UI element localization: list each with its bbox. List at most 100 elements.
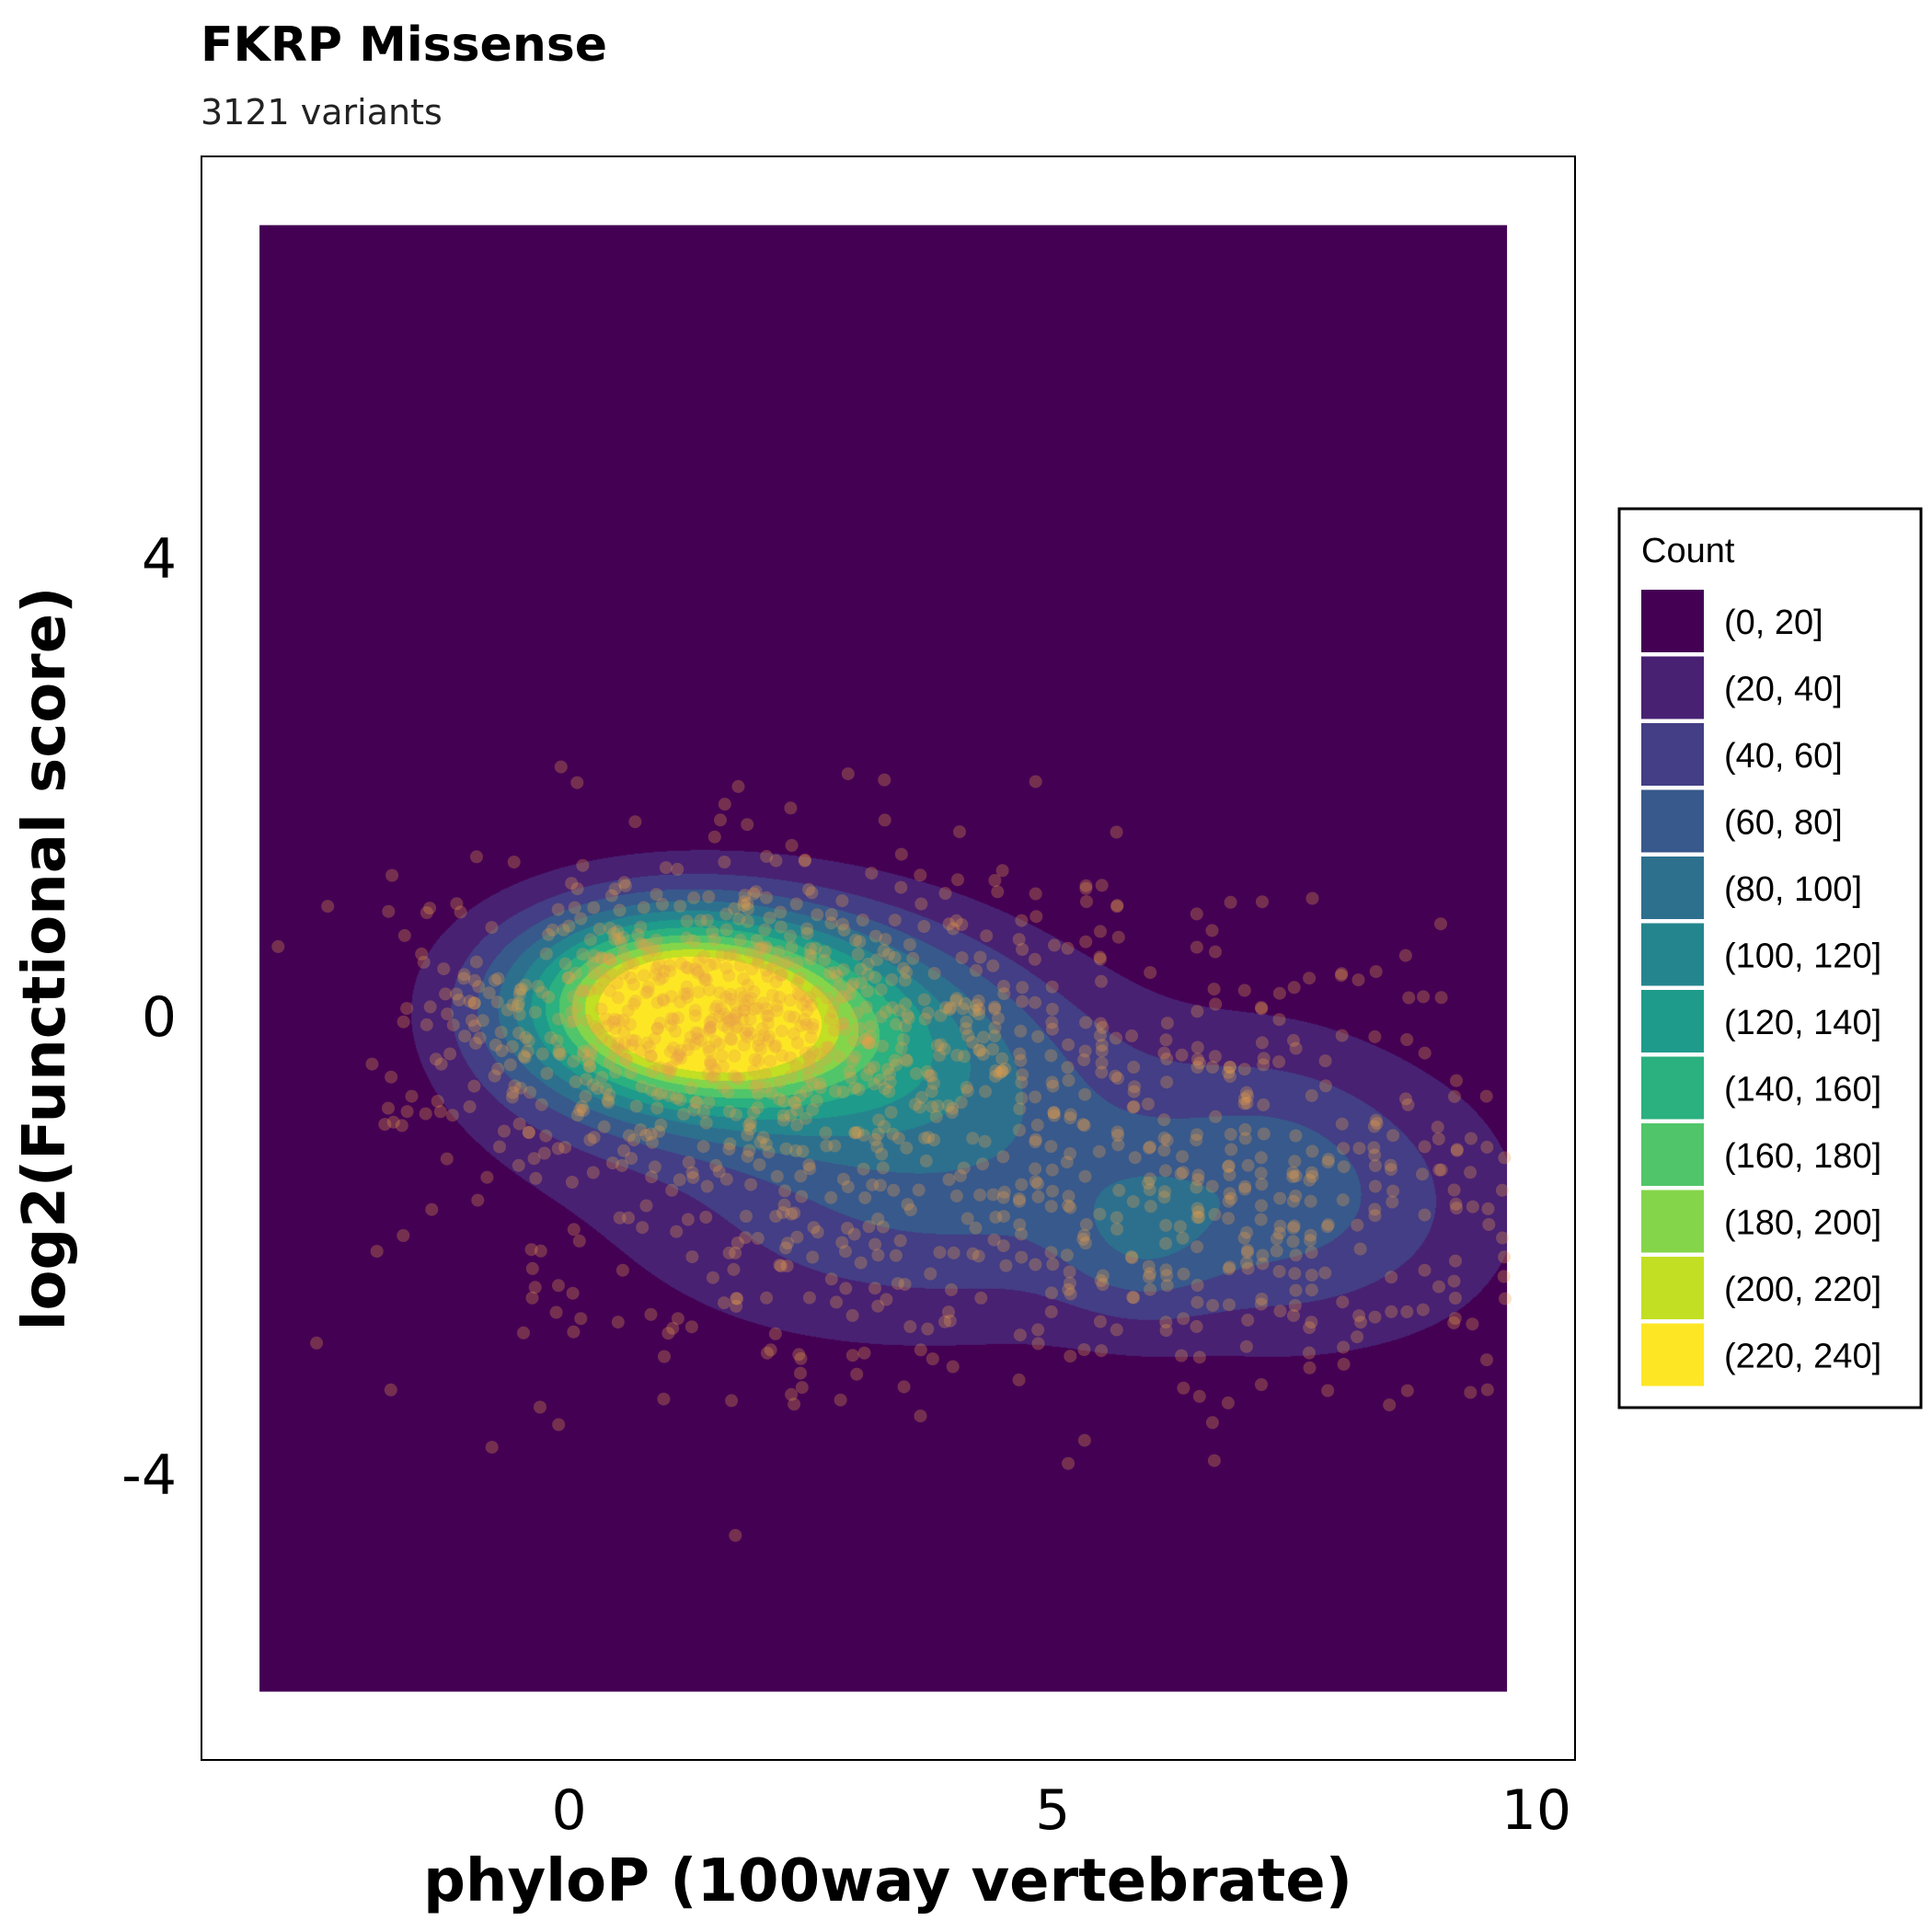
scatter-point — [973, 950, 987, 964]
scatter-point — [503, 1058, 517, 1072]
scatter-point — [653, 1017, 667, 1029]
scatter-point — [728, 1012, 742, 1026]
scatter-point — [723, 949, 737, 962]
scatter-point — [960, 1081, 973, 1094]
scatter-point — [1418, 1263, 1432, 1277]
scatter-point — [1402, 991, 1416, 1005]
scatter-point — [847, 1227, 861, 1241]
scatter-point — [684, 1030, 697, 1044]
scatter-point — [876, 1040, 890, 1052]
scatter-point — [768, 954, 781, 968]
scatter-point — [1273, 1305, 1287, 1318]
scatter-point — [845, 1308, 859, 1322]
scatter-point — [794, 1366, 807, 1380]
scatter-point — [644, 1049, 658, 1063]
scatter-point — [730, 1292, 743, 1305]
scatter-point — [1079, 1236, 1092, 1250]
scatter-point — [783, 994, 797, 1007]
scatter-point — [770, 999, 784, 1013]
scatter-point — [1031, 1190, 1045, 1203]
scatter-point — [1190, 1052, 1204, 1066]
scatter-point — [874, 1010, 888, 1024]
scatter-point — [980, 929, 994, 943]
scatter-point — [997, 1210, 1010, 1224]
scatter-point — [628, 1034, 642, 1048]
scatter-point — [768, 1327, 782, 1340]
scatter-point — [664, 1018, 678, 1032]
scatter-point — [790, 1230, 804, 1244]
scatter-point — [664, 1061, 678, 1074]
scatter-point — [955, 918, 969, 931]
scatter-point — [776, 1206, 789, 1220]
scatter-point — [1126, 1100, 1140, 1114]
scatter-point — [1159, 1033, 1173, 1047]
scatter-point — [637, 938, 650, 952]
scatter-point — [1222, 1212, 1236, 1225]
scatter-point — [1094, 925, 1107, 938]
scatter-point — [697, 970, 711, 983]
scatter-point — [1257, 1058, 1271, 1072]
scatter-point — [594, 951, 608, 965]
scatter-point — [739, 1026, 753, 1040]
scatter-point — [1450, 1202, 1464, 1215]
scatter-point — [535, 1098, 548, 1111]
scatter-point — [1160, 1269, 1174, 1282]
scatter-point — [1110, 900, 1124, 914]
scatter-point — [583, 1060, 597, 1074]
scatter-point — [882, 1085, 896, 1098]
scatter-point — [1093, 950, 1107, 964]
scatter-point — [577, 1103, 591, 1117]
scatter-point — [673, 1043, 687, 1057]
scatter-point — [779, 1142, 793, 1156]
scatter-point — [920, 1064, 934, 1078]
scatter-point — [1110, 1223, 1124, 1236]
scatter-point — [567, 1325, 581, 1339]
scatter-point — [1225, 1143, 1238, 1156]
scatter-point — [1336, 1193, 1350, 1207]
scatter-point — [976, 1157, 989, 1171]
scatter-point — [756, 996, 770, 1010]
scatter-point — [954, 1169, 967, 1182]
scatter-point — [577, 984, 591, 998]
scatter-point — [644, 1127, 658, 1141]
scatter-point — [868, 1077, 881, 1091]
scatter-point — [811, 1061, 824, 1075]
scatter-point — [1352, 1142, 1366, 1156]
scatter-point — [692, 954, 706, 968]
scatter-point — [645, 1084, 658, 1098]
scatter-point — [1128, 1151, 1142, 1165]
scatter-point — [321, 900, 335, 914]
scatter-point — [1175, 1349, 1189, 1363]
scatter-point — [1370, 1117, 1384, 1130]
scatter-point — [769, 1039, 783, 1052]
scatter-point — [758, 1067, 772, 1081]
scatter-point — [783, 1009, 797, 1023]
scatter-points — [271, 760, 1512, 1542]
scatter-point — [1191, 1205, 1205, 1219]
scatter-point — [706, 925, 719, 938]
scatter-point — [752, 1033, 765, 1047]
scatter-point — [1045, 1286, 1058, 1300]
scatter-point — [652, 958, 666, 972]
scatter-point — [909, 1066, 923, 1080]
scatter-point — [622, 957, 635, 971]
scatter-point — [966, 1035, 979, 1049]
scatter-point — [603, 1088, 616, 1101]
scatter-point — [670, 1052, 684, 1066]
scatter-point — [972, 1249, 985, 1263]
scatter-point — [864, 1019, 878, 1033]
scatter-point — [604, 889, 618, 903]
scatter-point — [1241, 1244, 1254, 1257]
scatter-point — [641, 949, 655, 962]
scatter-point — [1305, 891, 1319, 905]
scatter-point — [956, 1002, 970, 1016]
legend-swatch — [1641, 857, 1704, 919]
scatter-point — [417, 955, 431, 969]
scatter-point — [506, 998, 520, 1012]
scatter-point — [806, 1250, 820, 1264]
scatter-point — [568, 1014, 581, 1028]
scatter-point — [1223, 1260, 1236, 1274]
scatter-point — [774, 1259, 788, 1273]
scatter-point — [741, 994, 754, 1007]
scatter-point — [569, 1075, 582, 1088]
